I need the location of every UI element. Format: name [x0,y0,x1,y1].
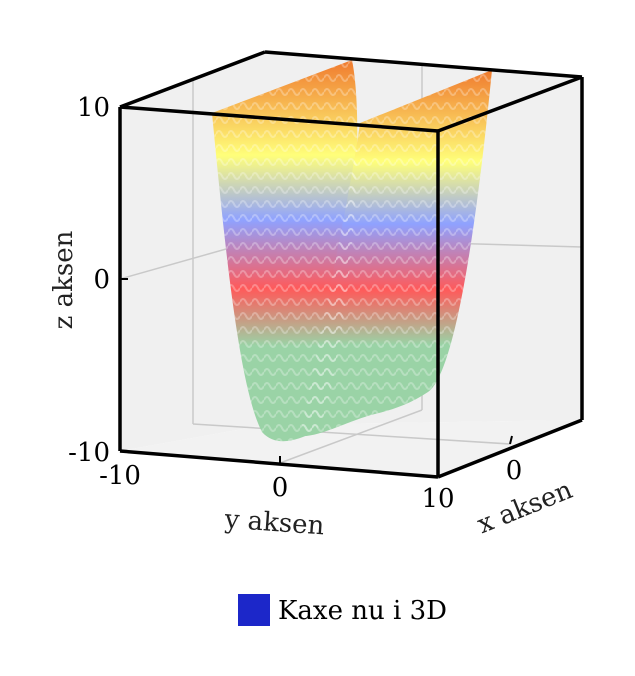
z-tick-label-bottom: -10 [68,438,110,468]
z-tick-label-top: 10 [77,93,110,123]
y-axis-title: y aksen [223,505,326,542]
z-tick-label-middle: 0 [93,265,110,295]
legend-label: Kaxe nu i 3D [278,596,447,626]
surface-ripple-back [300,70,492,437]
y-tick-label-right: 10 [421,484,454,514]
legend-swatch [238,594,270,626]
y-tick-label-middle: 0 [272,473,289,503]
floor-pane [120,420,582,477]
y-tick-label-left: -10 [99,461,141,491]
z-axis-title: z aksen [49,230,79,329]
x-axis-title: x aksen [473,475,577,540]
x-tick-label: 0 [506,456,523,486]
surface-mesh [212,60,492,442]
legend: Kaxe nu i 3D [238,594,447,626]
tick-marks [120,278,513,464]
